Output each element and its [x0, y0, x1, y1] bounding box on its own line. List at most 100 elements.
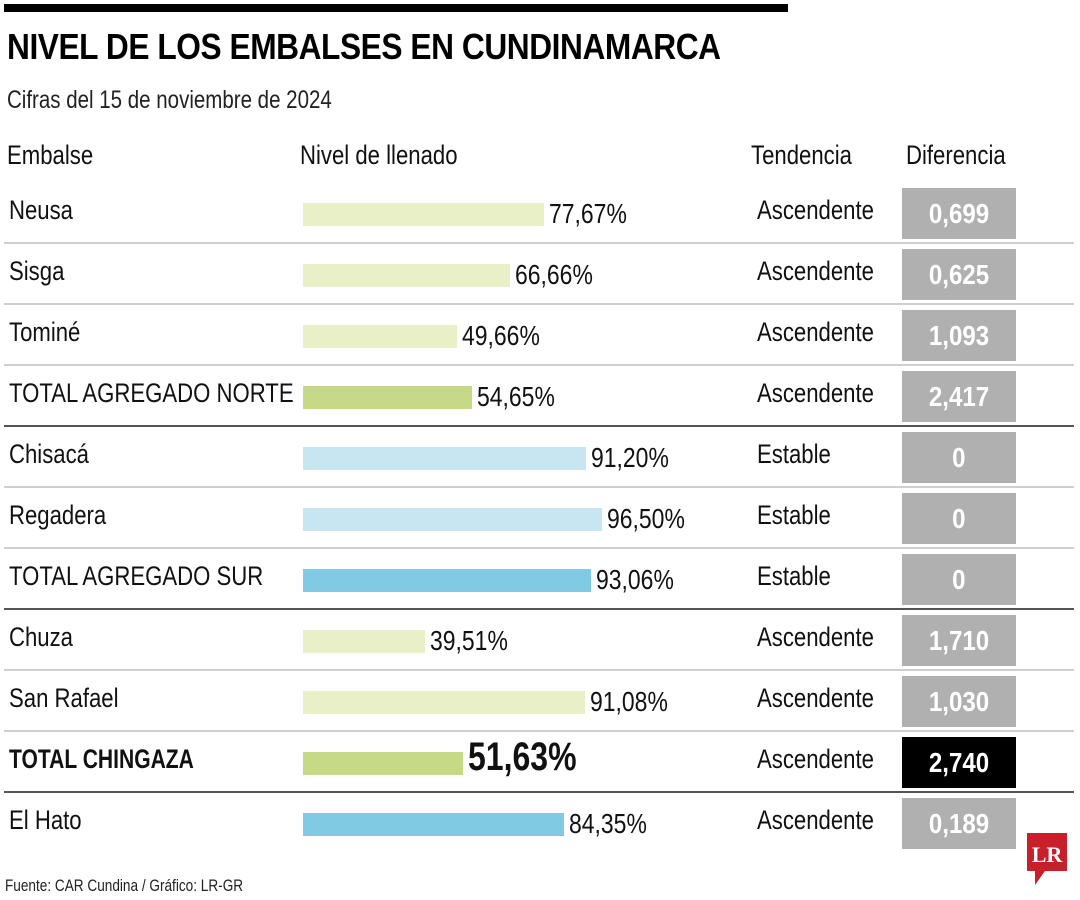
- bar-track: [303, 325, 613, 348]
- difference-value: 2,740: [928, 746, 990, 778]
- table-row: Chisacá 91,20% Estable 0: [0, 427, 1080, 488]
- bar-track: [303, 203, 613, 226]
- fill-level-label: 84,35%: [569, 808, 647, 839]
- difference-badge: 0: [902, 493, 1016, 544]
- fill-level-bar: [303, 203, 544, 226]
- difference-value: 0,189: [928, 807, 990, 839]
- difference-value: 2,417: [928, 380, 990, 412]
- reservoir-name: Chisacá: [9, 439, 89, 469]
- bar-track: [303, 630, 613, 653]
- column-header-nivel: Nivel de llenado: [300, 140, 458, 170]
- fill-level-bar: [303, 325, 457, 348]
- difference-badge: 0,699: [902, 188, 1016, 239]
- bar-track: [303, 264, 613, 287]
- difference-badge: 0: [902, 554, 1016, 605]
- difference-value: 0: [952, 563, 966, 595]
- difference-badge: 1,030: [902, 676, 1016, 727]
- fill-level-bar: [303, 569, 591, 592]
- trend-label: Estable: [757, 439, 831, 469]
- table-row: Regadera 96,50% Estable 0: [0, 488, 1080, 549]
- row-divider: [4, 242, 1074, 244]
- trend-label: Ascendente: [757, 744, 874, 774]
- reservoir-name: Regadera: [9, 500, 107, 530]
- table-row: Tominé 49,66% Ascendente 1,093: [0, 305, 1080, 366]
- bar-track: [303, 508, 613, 531]
- difference-badge: 0: [902, 432, 1016, 483]
- table-row: TOTAL AGREGADO SUR 93,06% Estable 0: [0, 549, 1080, 610]
- row-divider: [4, 547, 1074, 549]
- trend-label: Ascendente: [757, 256, 874, 286]
- difference-value: 0,625: [928, 258, 990, 290]
- bar-track: [303, 386, 613, 409]
- lr-logo-icon: LR: [1027, 833, 1067, 885]
- difference-badge: 0,625: [902, 249, 1016, 300]
- difference-value: 1,030: [928, 685, 990, 717]
- difference-value: 0,699: [928, 197, 990, 229]
- fill-level-bar: [303, 691, 585, 714]
- trend-label: Ascendente: [757, 378, 874, 408]
- row-divider: [4, 791, 1074, 793]
- fill-level-bar: [303, 264, 510, 287]
- reservoir-name: El Hato: [9, 805, 82, 835]
- bar-track: [303, 752, 613, 775]
- fill-level-label: 96,50%: [607, 503, 685, 534]
- bar-track: [303, 691, 613, 714]
- fill-level-label: 51,63%: [468, 735, 577, 779]
- difference-value: 1,710: [928, 624, 990, 656]
- fill-level-label: 77,67%: [549, 198, 627, 229]
- fill-level-bar: [303, 813, 564, 836]
- difference-value: 0: [952, 441, 966, 473]
- logo-text: LR: [1032, 842, 1064, 867]
- table-row: Chuza 39,51% Ascendente 1,710: [0, 610, 1080, 671]
- fill-level-bar: [303, 752, 463, 775]
- fill-level-label: 54,65%: [477, 381, 555, 412]
- trend-label: Ascendente: [757, 805, 874, 835]
- row-divider: [4, 364, 1074, 366]
- difference-value: 1,093: [928, 319, 990, 351]
- reservoir-name: TOTAL AGREGADO SUR: [9, 561, 264, 591]
- table-row: El Hato 84,35% Ascendente 0,189: [0, 793, 1080, 854]
- difference-badge: 2,417: [902, 371, 1016, 422]
- fill-level-bar: [303, 386, 472, 409]
- trend-label: Ascendente: [757, 195, 874, 225]
- fill-level-label: 39,51%: [430, 625, 508, 656]
- column-header-tendencia: Tendencia: [751, 140, 852, 170]
- reservoir-name: Chuza: [9, 622, 73, 652]
- trend-label: Ascendente: [757, 622, 874, 652]
- reservoir-table: Neusa 77,67% Ascendente 0,699 Sisga 66,66% Asc…: [0, 183, 1080, 854]
- fill-level-label: 91,08%: [590, 686, 668, 717]
- reservoir-name: TOTAL CHINGAZA: [9, 744, 194, 774]
- table-row: TOTAL CHINGAZA 51,63% Ascendente 2,740: [0, 732, 1080, 793]
- row-divider: [4, 486, 1074, 488]
- fill-level-label: 93,06%: [596, 564, 674, 595]
- difference-badge: 0,189: [902, 798, 1016, 849]
- fill-level-label: 49,66%: [462, 320, 540, 351]
- bar-track: [303, 447, 613, 470]
- table-row: San Rafael 91,08% Ascendente 1,030: [0, 671, 1080, 732]
- trend-label: Ascendente: [757, 317, 874, 347]
- bar-track: [303, 569, 613, 592]
- trend-label: Estable: [757, 500, 831, 530]
- row-divider: [4, 730, 1074, 732]
- column-header-diferencia: Diferencia: [906, 140, 1006, 170]
- fill-level-bar: [303, 630, 425, 653]
- reservoir-name: Neusa: [9, 195, 73, 225]
- row-divider: [4, 303, 1074, 305]
- row-divider: [4, 669, 1074, 671]
- trend-label: Ascendente: [757, 683, 874, 713]
- chart-subtitle: Cifras del 15 de noviembre de 2024: [7, 86, 332, 114]
- column-header-embalse: Embalse: [7, 140, 94, 170]
- difference-badge: 1,710: [902, 615, 1016, 666]
- difference-badge: 1,093: [902, 310, 1016, 361]
- reservoir-name: Sisga: [9, 256, 65, 286]
- fill-level-bar: [303, 508, 602, 531]
- reservoir-name: TOTAL AGREGADO NORTE: [9, 378, 294, 408]
- table-row: Neusa 77,67% Ascendente 0,699: [0, 183, 1080, 244]
- fill-level-label: 66,66%: [515, 259, 593, 290]
- row-divider: [4, 425, 1074, 427]
- trend-label: Estable: [757, 561, 831, 591]
- fill-level-label: 91,20%: [591, 442, 669, 473]
- logo-speech-bubble: [1027, 833, 1067, 885]
- difference-badge: 2,740: [902, 737, 1016, 788]
- difference-value: 0: [952, 502, 966, 534]
